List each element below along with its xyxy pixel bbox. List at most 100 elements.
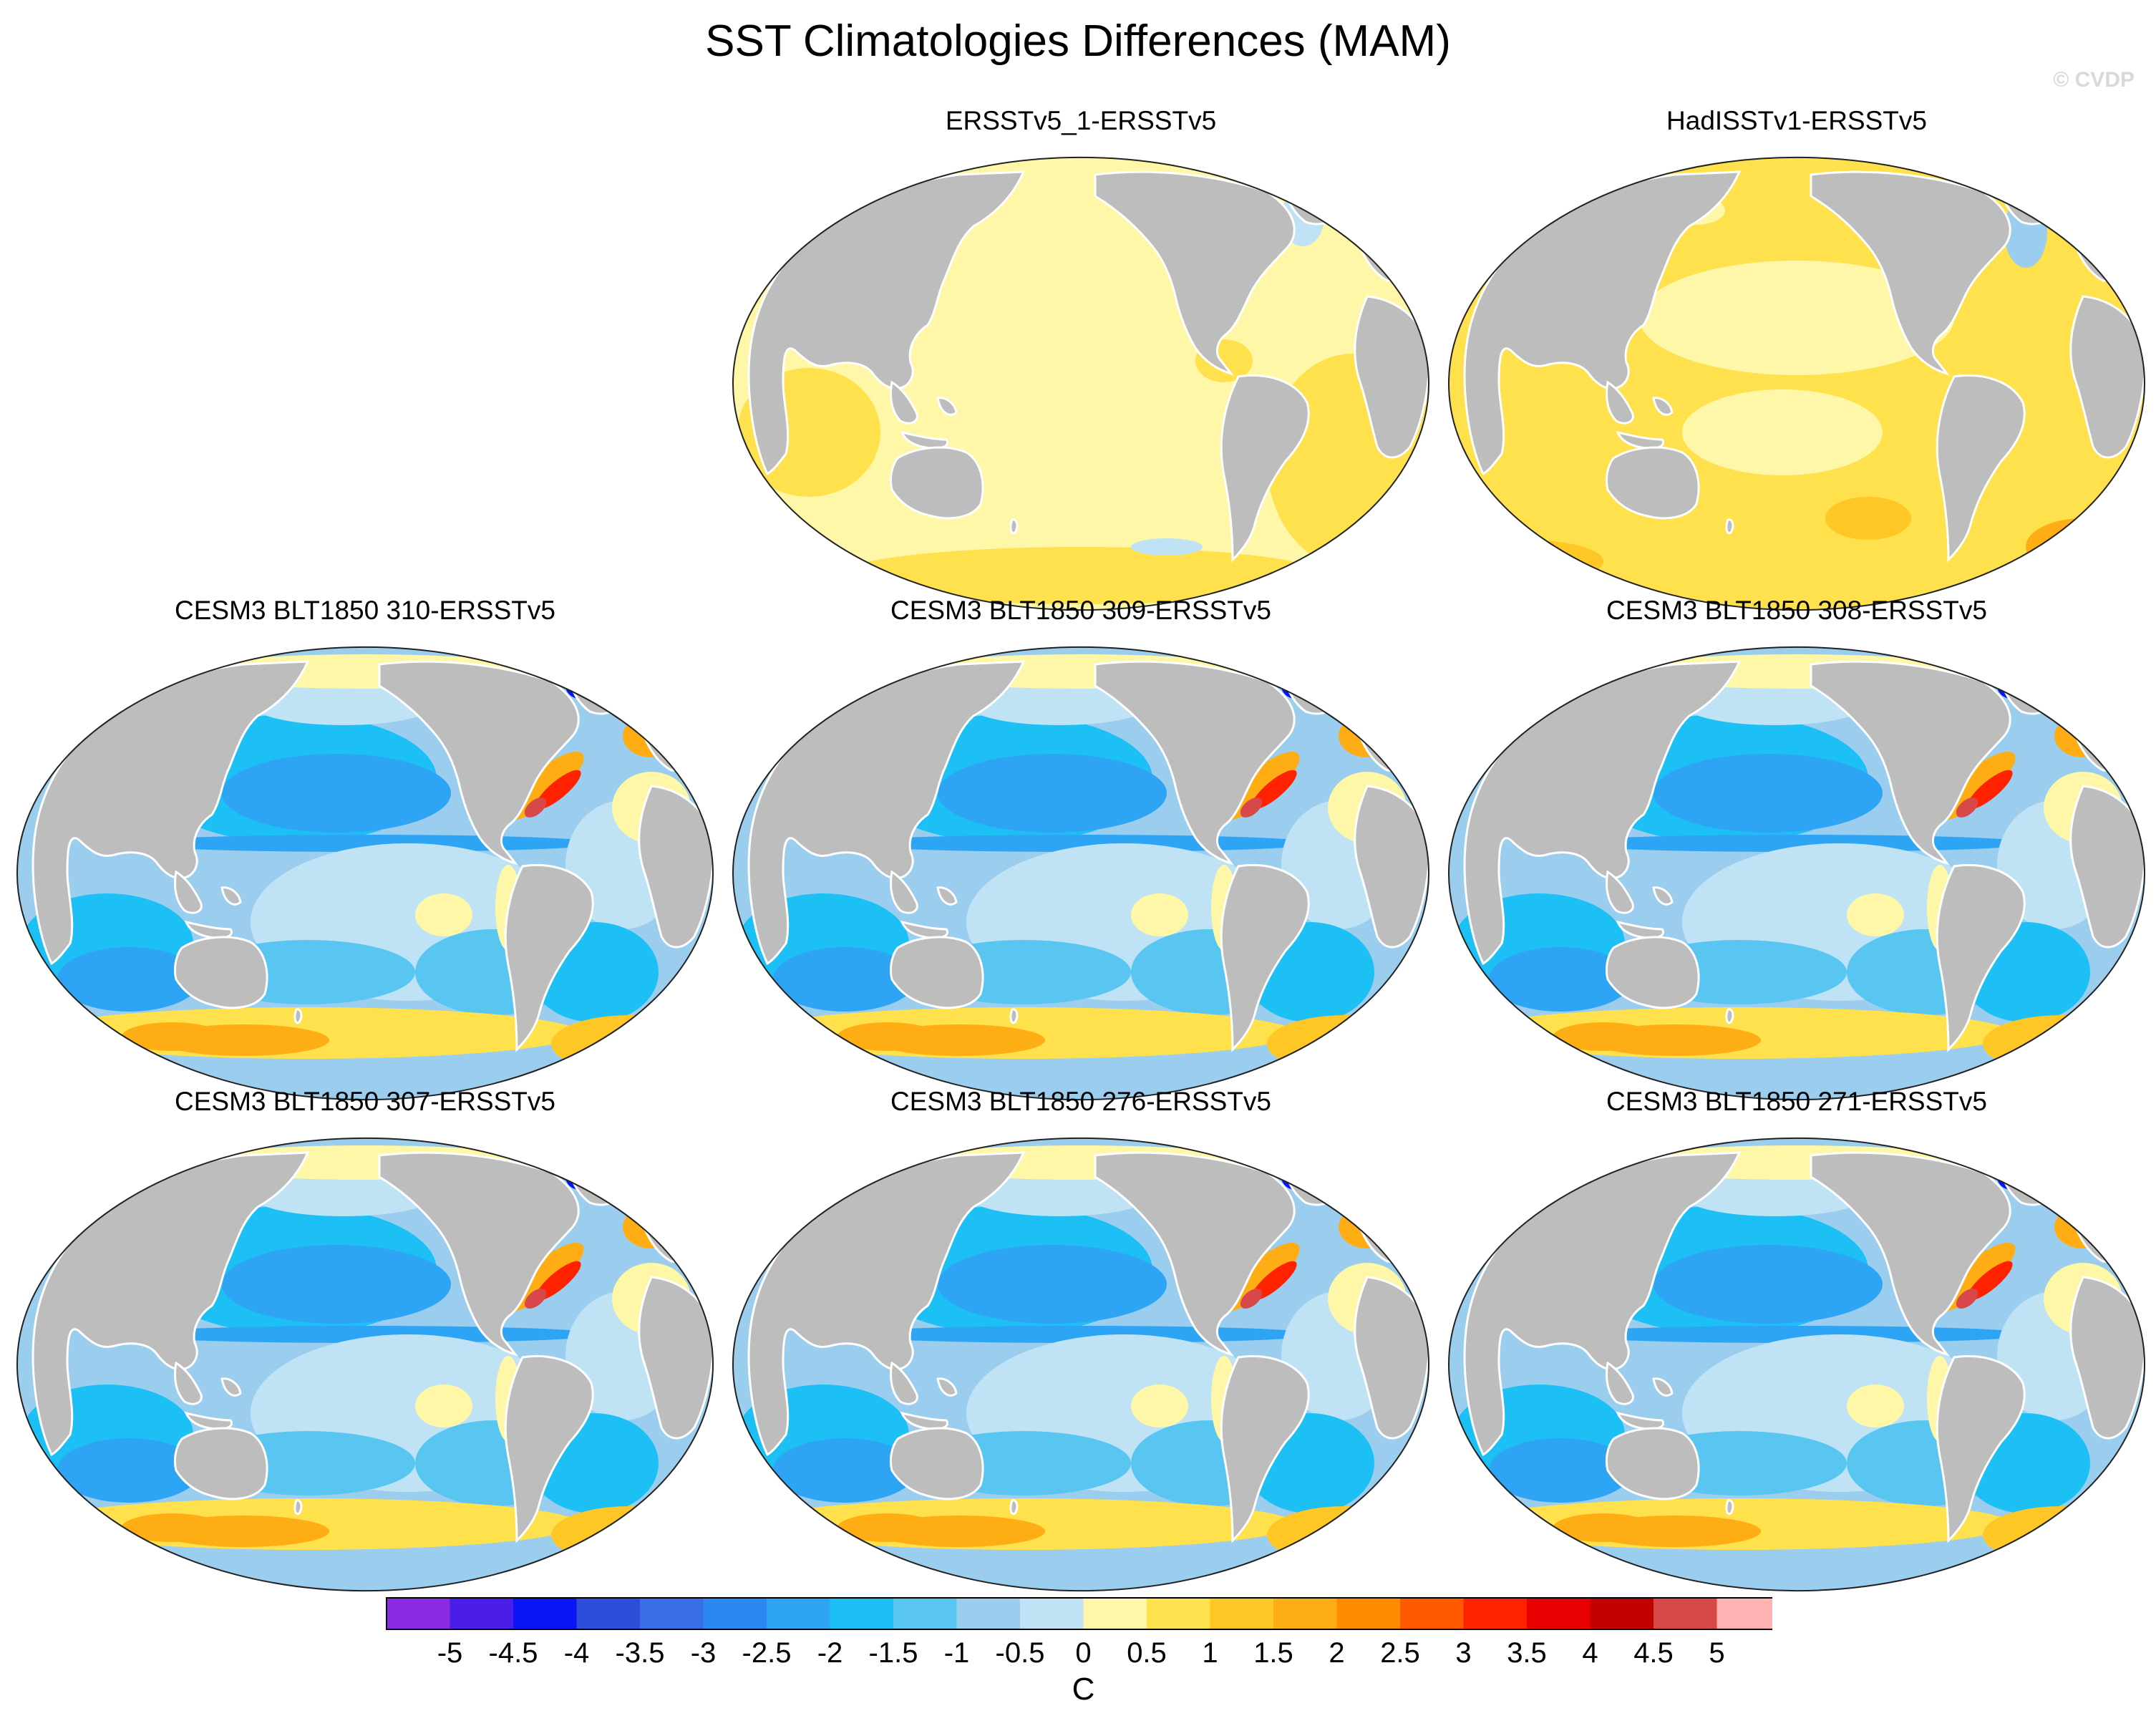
colorbar-tick-label: 4.5 (1633, 1637, 1674, 1669)
land-mass (173, 1427, 268, 1500)
colorbar-box (1654, 1598, 1717, 1629)
land-mass (1009, 1008, 1019, 1024)
map-outline (1447, 1138, 2146, 1591)
anomaly-region (2033, 1039, 2133, 1070)
land-mass (504, 1355, 594, 1543)
world-map (16, 1138, 714, 1591)
colorbar-box (703, 1598, 767, 1629)
colorbar-tick-label: -4.5 (489, 1637, 538, 1669)
anomaly-region (2033, 1530, 2133, 1561)
land-mass (936, 1377, 958, 1397)
colorbar-tick-label: 2.5 (1380, 1637, 1420, 1669)
land-mass (936, 397, 958, 416)
anomaly-region (1654, 754, 1883, 833)
colorbar-box (513, 1598, 577, 1629)
anomaly-region (1131, 538, 1203, 556)
anomaly-region (938, 754, 1167, 833)
anomaly-region (1639, 261, 1954, 375)
anomaly-region (1317, 1039, 1417, 1070)
anomaly-region (1956, 1289, 1978, 1309)
world-map (732, 1138, 1430, 1591)
ocean-field (1448, 157, 2145, 611)
anomaly-region (773, 1438, 916, 1503)
anomaly-region (1131, 893, 1188, 936)
colorbar-tick-label: -1 (944, 1637, 970, 1669)
panel-title: HadISSTv1-ERSSTv5 (1666, 106, 1927, 135)
panel-title: CESM3 BLT1850 271-ERSSTv5 (1606, 1087, 1987, 1116)
anomaly-region (1553, 1513, 1654, 1542)
anomaly-region (122, 1022, 222, 1051)
colorbar-tick-label: 0 (1075, 1637, 1091, 1669)
colorbar-tick-label: -5 (437, 1637, 463, 1669)
colorbar-tick-label: 3.5 (1507, 1637, 1547, 1669)
panel-title: CESM3 BLT1850 276-ERSSTv5 (890, 1087, 1271, 1116)
anomaly-region (551, 1506, 709, 1563)
land-mass (504, 864, 594, 1052)
anomaly-region (1240, 1289, 1263, 1309)
cvdp-credit: © CVDP (2053, 68, 2135, 92)
map-outline (16, 646, 714, 1100)
map-outline (16, 1138, 714, 1591)
map-panel-ersstv5-1: ERSSTv5_1-ERSSTv5 (723, 106, 1439, 621)
colorbar-box (450, 1598, 513, 1629)
anomaly-region (1267, 1506, 1424, 1563)
anomaly-region (938, 1245, 1167, 1324)
land-mass (1606, 380, 1634, 425)
colorbar-tick-label: -2 (817, 1637, 843, 1669)
panel-title: CESM3 BLT1850 308-ERSSTv5 (1606, 596, 1987, 625)
anomaly-region (524, 797, 547, 818)
map-outline (732, 646, 1430, 1100)
colorbar-box (387, 1598, 450, 1629)
colorbar-box (893, 1598, 957, 1629)
land-mass (1606, 1361, 1634, 1405)
anomaly-region (1489, 947, 1632, 1012)
land-mass (174, 870, 203, 914)
land-mass (220, 1377, 242, 1397)
land-mass (1605, 936, 1700, 1009)
anomaly-region (1317, 1530, 1417, 1561)
land-mass (1009, 1499, 1019, 1516)
colorbar-box (830, 1598, 893, 1629)
map-outline (732, 1138, 1430, 1591)
land-mass (890, 1361, 918, 1405)
map-outline (732, 157, 1430, 611)
colorbar-box (640, 1598, 704, 1629)
land-mass (1606, 870, 1634, 914)
anomaly-region (551, 1015, 709, 1072)
colorbar-tick-label: 4 (1582, 1637, 1598, 1669)
land-mass (1009, 518, 1019, 535)
colorbar-tick-label: -3.5 (616, 1637, 665, 1669)
map-outline (1447, 157, 2146, 611)
anomaly-region (535, 1261, 581, 1301)
colorbar-box (1083, 1598, 1147, 1629)
map-panel-cesm3-276: CESM3 BLT1850 276-ERSSTv5 (723, 1087, 1439, 1602)
colorbar-tick-label: 2 (1329, 1637, 1344, 1669)
anomaly-region (222, 1245, 451, 1324)
anomaly-region (1682, 389, 1883, 475)
anomaly-region (57, 947, 200, 1012)
anomaly-region (1654, 1245, 1883, 1324)
map-panel-cesm3-308: CESM3 BLT1850 308-ERSSTv5 (1439, 596, 2155, 1111)
map-panel-cesm3-309: CESM3 BLT1850 309-ERSSTv5 (723, 596, 1439, 1111)
land-mass (1936, 864, 2026, 1052)
anomaly-region (601, 1530, 701, 1561)
anomaly-region (1267, 1015, 1424, 1072)
anomaly-region (415, 893, 472, 936)
panel-title: CESM3 BLT1850 307-ERSSTv5 (175, 1087, 555, 1116)
colorbar-frame (386, 1597, 1772, 1630)
land-mass (293, 1499, 303, 1516)
land-mass (890, 380, 918, 425)
panel-title: ERSSTv5_1-ERSSTv5 (945, 106, 1217, 135)
anomaly-region (1489, 1438, 1632, 1503)
map-panel-hadisstv1: HadISSTv1-ERSSTv5 (1439, 106, 2155, 621)
colorbar-box (1020, 1598, 1084, 1629)
land-mass (889, 1427, 984, 1500)
anomaly-region (837, 1022, 938, 1051)
anomaly-region (57, 1438, 200, 1503)
land-mass (1220, 374, 1310, 563)
land-mass (220, 886, 242, 906)
colorbar-tick-label: -4 (564, 1637, 590, 1669)
land-mass (1605, 1427, 1700, 1500)
land-mass (1605, 446, 1700, 520)
colorbar-tick-label: -0.5 (996, 1637, 1045, 1669)
